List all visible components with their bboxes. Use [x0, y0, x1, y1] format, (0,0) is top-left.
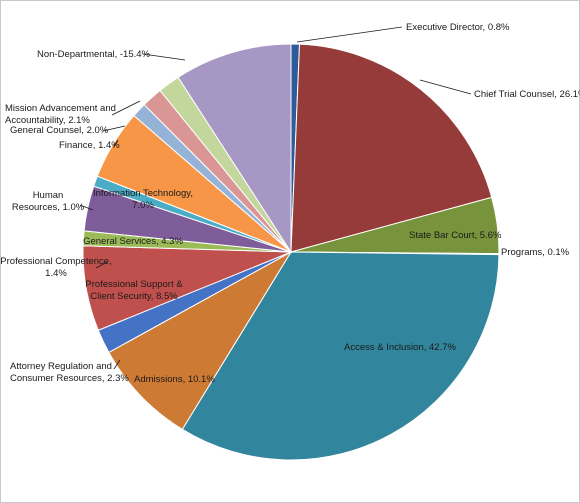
slice-label: Non-Departmental, -15.4%	[37, 49, 151, 60]
slice-labels: Executive Director, 0.8% Chief Trial Coun…	[0, 22, 580, 385]
pie-slice-access-inclusion	[181, 251, 500, 461]
pie-slice-admissions	[108, 250, 293, 431]
slice-label: Executive Director, 0.8%	[406, 22, 510, 33]
leader-line	[111, 100, 141, 116]
pie-slice-non-departmental	[177, 43, 292, 254]
slice-label: Chief Trial Counsel, 26.1%	[474, 89, 580, 100]
slice-label: Professional Competence, 1.4%	[0, 256, 111, 279]
leader-line	[142, 53, 186, 61]
leader-line	[102, 125, 126, 132]
slice-label: State Bar Court, 5.6%	[409, 230, 502, 241]
slice-label: Access & Inclusion, 42.7%	[344, 342, 456, 353]
slice-label: Programs, 0.1%	[501, 247, 570, 258]
leader-line	[113, 139, 119, 147]
pie-slices	[82, 43, 500, 461]
slice-label: Finance, 1.4%	[59, 140, 120, 151]
slice-label: Human Resources, 1.0%	[12, 190, 85, 213]
leader-line	[419, 79, 472, 95]
pie-slice-chief-trial-counsel	[290, 43, 493, 253]
leader-line	[296, 26, 403, 43]
slice-label: Mission Advancement and Accountability, 2…	[5, 103, 116, 126]
leader-line	[113, 359, 121, 370]
slice-label: Professional Support & Client Security, 8…	[85, 279, 183, 302]
slice-label: Information Technology, 7.0%	[93, 188, 193, 211]
slice-label: Admissions, 10.1%	[134, 374, 215, 385]
leader-lines	[79, 26, 472, 370]
leader-line	[95, 261, 108, 269]
slice-label: General Services, 4.3%	[83, 236, 183, 247]
slice-label: Attorney Regulation and Consumer Resource…	[10, 361, 129, 384]
slice-label: General Counsel, 2.0%	[10, 125, 109, 136]
leader-line	[79, 204, 94, 211]
